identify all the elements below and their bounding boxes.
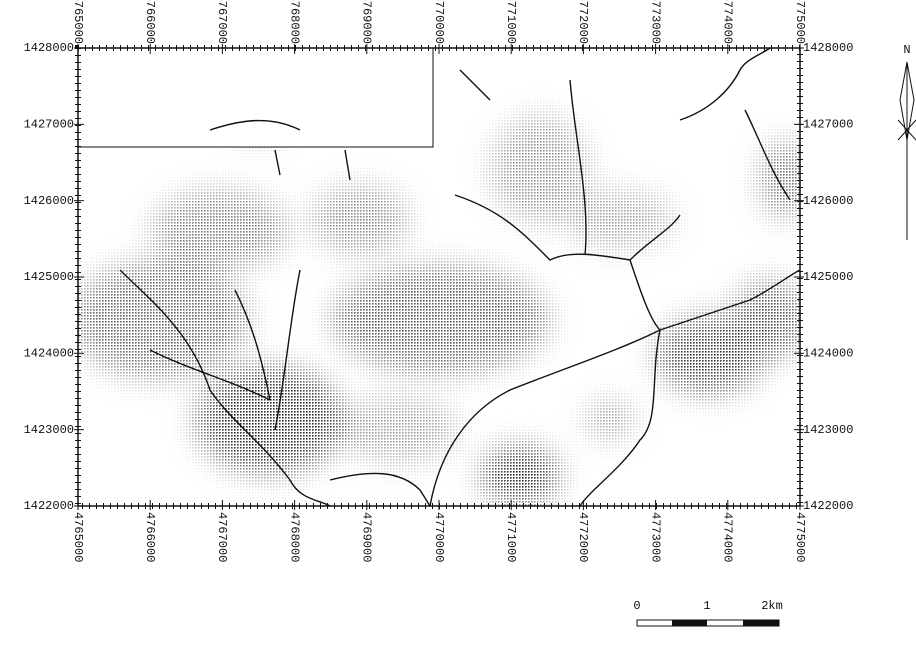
y-tick-label-left: 1424000 [24,347,74,361]
y-tick-label-left: 1428000 [24,41,74,55]
x-tick-label-top: 4770000 [432,0,446,44]
x-tick-label-top: 4767000 [215,0,229,44]
y-tick-label-right: 1426000 [803,194,853,208]
y-tick-label-right: 1425000 [803,270,853,284]
rivers [119,47,801,507]
y-tick-label-right: 1428000 [803,41,853,55]
x-tick-label-top: 4771000 [504,0,518,44]
north-label: N [903,43,910,57]
y-tick-label-left: 1423000 [24,423,74,437]
x-tick-label-top: 4775000 [793,0,807,44]
x-tick-label-bottom: 4768000 [287,512,301,562]
x-tick-label-bottom: 4765000 [71,512,85,562]
y-tick-label-left: 1422000 [24,499,74,513]
x-tick-label-bottom: 4769000 [360,512,374,562]
y-tick-label-left: 1427000 [24,118,74,132]
scale-label: 0 [633,599,640,613]
y-tick-label-left: 1426000 [24,194,74,208]
x-tick-label-bottom: 4774000 [721,512,735,562]
scale-label: 2km [761,599,783,613]
y-tick-label-right: 1423000 [803,423,853,437]
x-tick-label-bottom: 4775000 [793,512,807,562]
inset-box [77,47,434,148]
x-tick-label-top: 4768000 [287,0,301,44]
x-tick-label-top: 4765000 [71,0,85,44]
y-tick-label-left: 1425000 [24,270,74,284]
x-tick-label-top: 4766000 [143,0,157,44]
y-tick-label-right: 1422000 [803,499,853,513]
y-tick-label-right: 1424000 [803,347,853,361]
x-tick-label-top: 4773000 [648,0,662,44]
x-tick-label-top: 4772000 [576,0,590,44]
scale-bar [636,619,780,627]
x-tick-label-bottom: 4767000 [215,512,229,562]
scale-label: 1 [703,599,710,613]
x-tick-label-bottom: 4771000 [504,512,518,562]
x-tick-label-bottom: 4773000 [648,512,662,562]
x-tick-label-bottom: 4770000 [432,512,446,562]
x-tick-label-top: 4774000 [721,0,735,44]
x-tick-label-bottom: 4772000 [576,512,590,562]
north-arrow: N [897,43,916,240]
x-tick-label-top: 4769000 [360,0,374,44]
x-tick-label-bottom: 4766000 [143,512,157,562]
y-tick-label-right: 1427000 [803,118,853,132]
